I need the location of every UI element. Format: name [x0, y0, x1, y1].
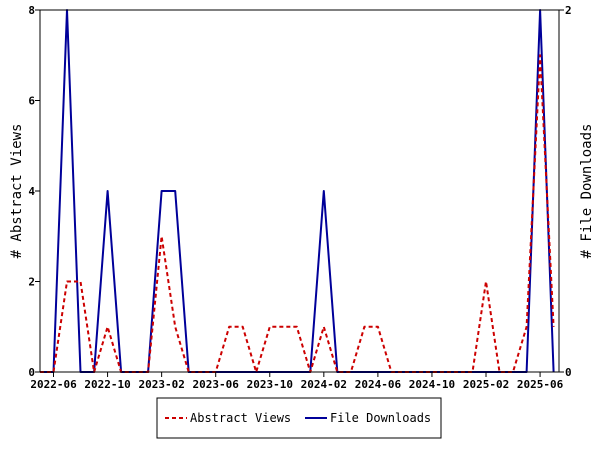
x-tick-label-2: 2023-02 — [138, 378, 184, 391]
legend-box — [156, 397, 442, 439]
left-tick-label-1: 2 — [28, 276, 35, 289]
left-tick-label-0: 0 — [28, 366, 35, 379]
right-tick-label-0: 0 — [565, 366, 572, 379]
x-tick-label-8: 2025-02 — [463, 378, 509, 391]
legend: Abstract Views File Downloads — [156, 397, 442, 439]
x-axis-ticks: 2022-06 2022-10 2023-02 2023-06 2023-10 2024-… — [30, 372, 564, 391]
x-tick-label-3: 2023-06 — [193, 378, 240, 391]
x-tick-label-7: 2024-10 — [409, 378, 455, 391]
legend-label-file-downloads: File Downloads — [330, 411, 431, 425]
right-axis-title: # File Downloads — [579, 124, 595, 259]
left-axis-title: # Abstract Views — [9, 124, 25, 259]
x-tick-label-4: 2023-10 — [247, 378, 293, 391]
series-file-downloads — [40, 9, 555, 373]
legend-label-abstract-views: Abstract Views — [190, 411, 291, 425]
x-tick-label-6: 2024-06 — [355, 378, 402, 391]
x-tick-label-1: 2022-10 — [84, 378, 130, 391]
x-tick-label-0: 2022-06 — [30, 378, 77, 391]
plot-layer — [40, 9, 555, 373]
right-axis-ticks: 02 — [559, 4, 572, 379]
left-tick-label-2: 4 — [28, 185, 35, 198]
x-tick-label-9: 2025-06 — [517, 378, 564, 391]
right-tick-label-1: 2 — [565, 4, 572, 17]
left-tick-label-3: 6 — [28, 95, 35, 108]
left-tick-label-4: 8 — [28, 4, 35, 17]
left-axis-ticks: 0 2 4 6 8 — [28, 4, 40, 379]
x-tick-label-5: 2024-02 — [301, 378, 347, 391]
